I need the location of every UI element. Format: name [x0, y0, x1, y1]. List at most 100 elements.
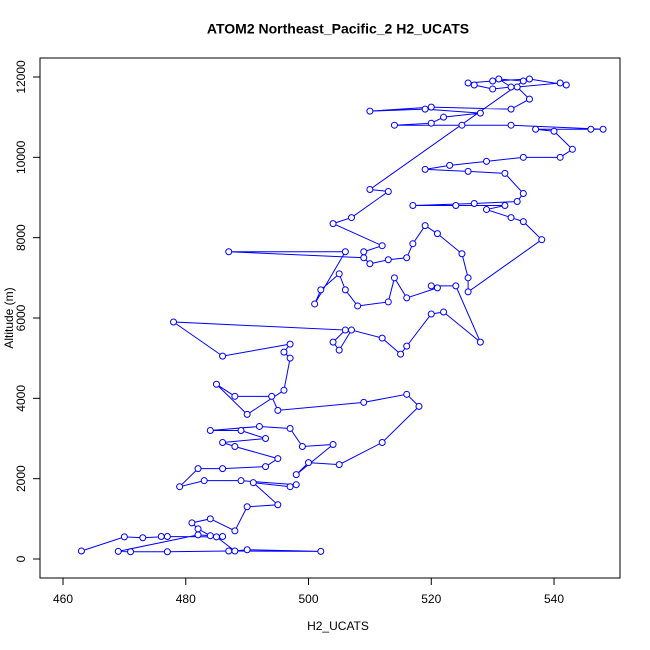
- data-point: [384, 298, 392, 306]
- data-point: [237, 477, 245, 485]
- data-point: [329, 220, 337, 228]
- data-point: [200, 477, 208, 485]
- data-point: [360, 398, 368, 406]
- data-point: [403, 254, 411, 262]
- plot-frame: [39, 57, 621, 579]
- data-point: [525, 95, 533, 103]
- data-point: [562, 81, 570, 89]
- data-point: [231, 392, 239, 400]
- data-point: [409, 202, 417, 210]
- data-point: [507, 105, 515, 113]
- data-point: [262, 463, 270, 471]
- data-point: [384, 256, 392, 264]
- y-tick-label: 0: [14, 555, 28, 562]
- data-point: [206, 532, 214, 540]
- data-point: [525, 75, 533, 83]
- data-point: [249, 479, 257, 487]
- data-point: [476, 338, 484, 346]
- data-point: [519, 153, 527, 161]
- data-point: [483, 157, 491, 165]
- data-point: [489, 85, 497, 93]
- data-point: [458, 121, 466, 129]
- data-point: [409, 240, 417, 248]
- data-point: [206, 426, 214, 434]
- x-tick-label: 540: [544, 592, 564, 606]
- data-point: [390, 274, 398, 282]
- data-point: [421, 105, 429, 113]
- data-point: [446, 161, 454, 169]
- data-point: [354, 302, 362, 310]
- data-point: [286, 354, 294, 362]
- data-point: [176, 483, 184, 491]
- y-tick-label: 6000: [14, 304, 28, 331]
- data-point: [476, 109, 484, 117]
- data-point: [421, 222, 429, 230]
- data-point: [231, 527, 239, 535]
- data-point: [568, 145, 576, 153]
- data-point: [347, 214, 355, 222]
- data-point: [231, 547, 239, 555]
- data-point: [317, 286, 325, 294]
- data-point: [587, 125, 595, 133]
- data-point: [114, 547, 122, 555]
- data-point: [219, 465, 227, 473]
- data-point: [483, 206, 491, 214]
- data-point: [378, 242, 386, 250]
- data-point: [366, 185, 374, 193]
- data-point: [262, 435, 270, 443]
- data-point: [317, 547, 325, 555]
- data-point: [464, 274, 472, 282]
- data-point: [452, 202, 460, 210]
- data-point: [550, 127, 558, 135]
- data-point: [470, 81, 478, 89]
- data-point: [556, 153, 564, 161]
- data-point: [169, 318, 177, 326]
- data-point: [219, 352, 227, 360]
- data-point: [599, 125, 607, 133]
- data-point: [274, 455, 282, 463]
- data-point: [237, 426, 245, 434]
- data-point: [139, 534, 147, 542]
- data-point: [501, 202, 509, 210]
- data-point: [556, 79, 564, 87]
- data-point: [464, 79, 472, 87]
- data-point: [403, 390, 411, 398]
- data-point: [298, 443, 306, 451]
- data-point: [194, 525, 202, 533]
- data-point: [433, 284, 441, 292]
- data-point: [470, 200, 478, 208]
- data-point: [440, 113, 448, 121]
- data-point: [274, 501, 282, 509]
- data-point: [507, 214, 515, 222]
- y-tick-label: 10000: [14, 140, 28, 174]
- data-point: [427, 119, 435, 127]
- data-point: [292, 471, 300, 479]
- data-point: [507, 83, 515, 91]
- data-point: [427, 103, 435, 111]
- data-point: [120, 533, 128, 541]
- y-axis-label: Altitude (m): [2, 287, 16, 348]
- data-point: [513, 198, 521, 206]
- data-point: [243, 410, 251, 418]
- data-point: [427, 282, 435, 290]
- data-point: [280, 386, 288, 394]
- data-point: [440, 308, 448, 316]
- data-point: [274, 406, 282, 414]
- data-point: [378, 439, 386, 447]
- data-point: [243, 546, 251, 554]
- data-point: [519, 189, 527, 197]
- data-point: [360, 254, 368, 262]
- y-tick-label: 2000: [14, 465, 28, 492]
- data-point: [464, 288, 472, 296]
- y-tick-label: 4000: [14, 385, 28, 412]
- data-point: [286, 424, 294, 432]
- data-point: [77, 547, 85, 555]
- data-point: [163, 548, 171, 556]
- data-point: [495, 75, 503, 83]
- data-point: [329, 338, 337, 346]
- data-point: [188, 519, 196, 527]
- data-point: [335, 461, 343, 469]
- data-point: [415, 402, 423, 410]
- data-point: [458, 250, 466, 258]
